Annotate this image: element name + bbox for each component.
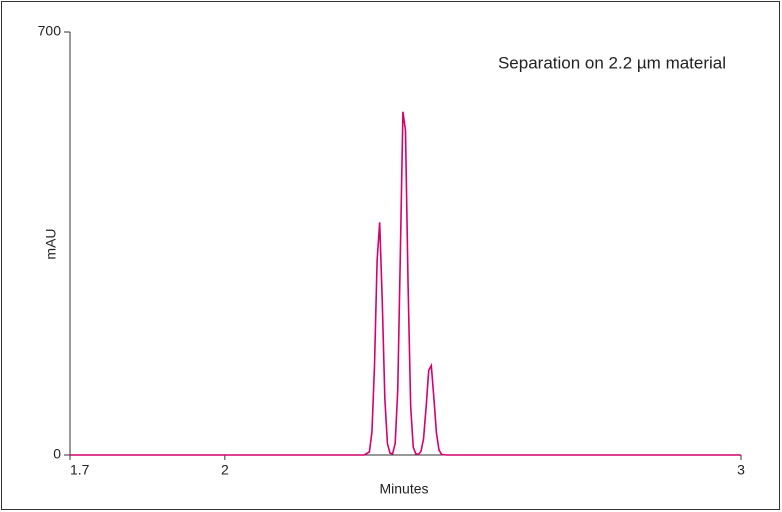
annotation: Separation on 2.2 µm material: [498, 53, 726, 72]
chromatogram-line: [70, 111, 741, 456]
x-axis-label: Minutes: [379, 481, 428, 497]
x-tick-label: 3: [737, 462, 745, 478]
x-tick-label: 2: [221, 462, 229, 478]
x-tick-label: 1.7: [70, 462, 90, 478]
y-tick-label: 700: [38, 23, 62, 39]
y-tick-label: 0: [53, 446, 61, 462]
y-axis-label: mAU: [43, 228, 59, 259]
